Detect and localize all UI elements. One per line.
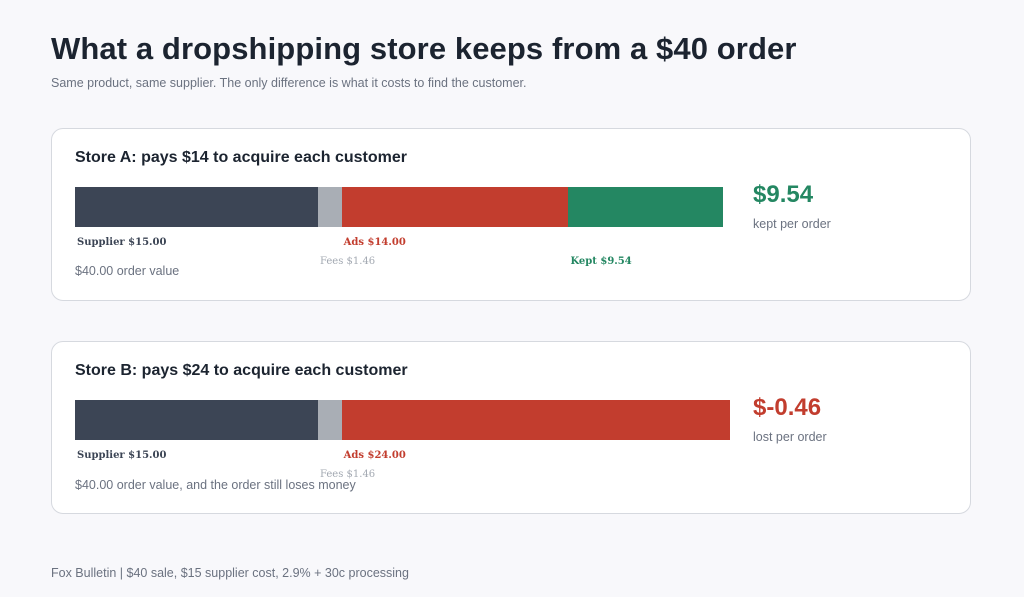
- page-title: What a dropshipping store keeps from a $…: [51, 31, 797, 66]
- store-b-order-note: $40.00 order value, and the order still …: [75, 478, 356, 492]
- bar-label-kept: Kept $9.54: [570, 256, 632, 267]
- bar-label-fees: Fees $1.46: [320, 256, 376, 267]
- bar-segment-fees: [318, 187, 342, 227]
- bar-segment-fees: [318, 400, 342, 440]
- page-subtitle: Same product, same supplier. The only di…: [51, 76, 527, 90]
- bar-segment-ads: [341, 187, 569, 227]
- bar-segment-supplier: [75, 187, 318, 227]
- bar-segment-ads: [341, 400, 731, 440]
- store-a-order-note: $40.00 order value: [75, 264, 180, 278]
- store-b-title: Store B: pays $24 to acquire each custom…: [75, 362, 408, 379]
- bar-segment-kept: [568, 187, 723, 227]
- bar-label-ads: Ads $24.00: [343, 450, 406, 461]
- store-a-title: Store A: pays $14 to acquire each custom…: [75, 149, 407, 166]
- bar-label-supplier: Supplier $15.00: [77, 237, 167, 248]
- store-b-result-caption: lost per order: [753, 430, 827, 444]
- footer-source: Fox Bulletin | $40 sale, $15 supplier co…: [51, 566, 409, 580]
- bar-segment-supplier: [75, 400, 318, 440]
- store-b-card: Store B: pays $24 to acquire each custom…: [51, 341, 971, 514]
- store-a-card: Store A: pays $14 to acquire each custom…: [51, 128, 971, 301]
- store-a-result-caption: kept per order: [753, 217, 831, 231]
- bar-label-ads: Ads $14.00: [343, 237, 406, 248]
- bar-label-fees: Fees $1.46: [320, 469, 376, 480]
- bar-label-supplier: Supplier $15.00: [77, 450, 167, 461]
- store-a-result-value: $9.54: [753, 181, 814, 208]
- store-b-result-value: $-0.46: [753, 394, 822, 421]
